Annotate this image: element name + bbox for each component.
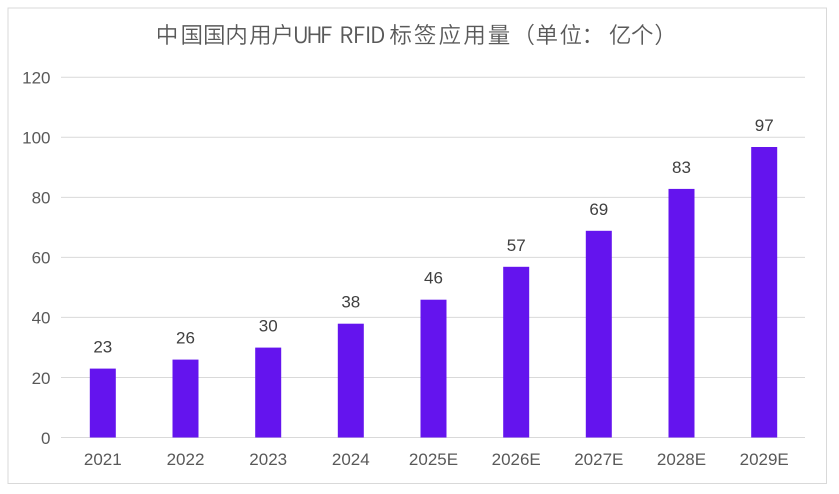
- svg-text:2021: 2021: [84, 450, 122, 469]
- svg-text:60: 60: [32, 249, 51, 268]
- svg-text:100: 100: [22, 129, 50, 148]
- svg-text:2022: 2022: [167, 450, 205, 469]
- svg-text:2024: 2024: [332, 450, 370, 469]
- svg-text:38: 38: [341, 293, 360, 312]
- svg-text:40: 40: [32, 309, 51, 328]
- svg-text:23: 23: [93, 338, 112, 357]
- svg-text:20: 20: [32, 369, 51, 388]
- svg-text:2026E: 2026E: [492, 450, 541, 469]
- svg-text:46: 46: [424, 269, 443, 288]
- svg-text:120: 120: [22, 69, 50, 88]
- svg-text:97: 97: [755, 116, 774, 135]
- svg-text:2023: 2023: [249, 450, 287, 469]
- svg-text:69: 69: [589, 200, 608, 219]
- svg-text:57: 57: [507, 236, 526, 255]
- svg-text:26: 26: [176, 329, 195, 348]
- svg-text:0: 0: [41, 429, 50, 448]
- svg-text:2028E: 2028E: [657, 450, 706, 469]
- svg-text:2027E: 2027E: [574, 450, 623, 469]
- svg-text:83: 83: [672, 158, 691, 177]
- svg-text:2029E: 2029E: [740, 450, 789, 469]
- svg-text:80: 80: [32, 189, 51, 208]
- svg-text:30: 30: [259, 317, 278, 336]
- svg-text:2025E: 2025E: [409, 450, 458, 469]
